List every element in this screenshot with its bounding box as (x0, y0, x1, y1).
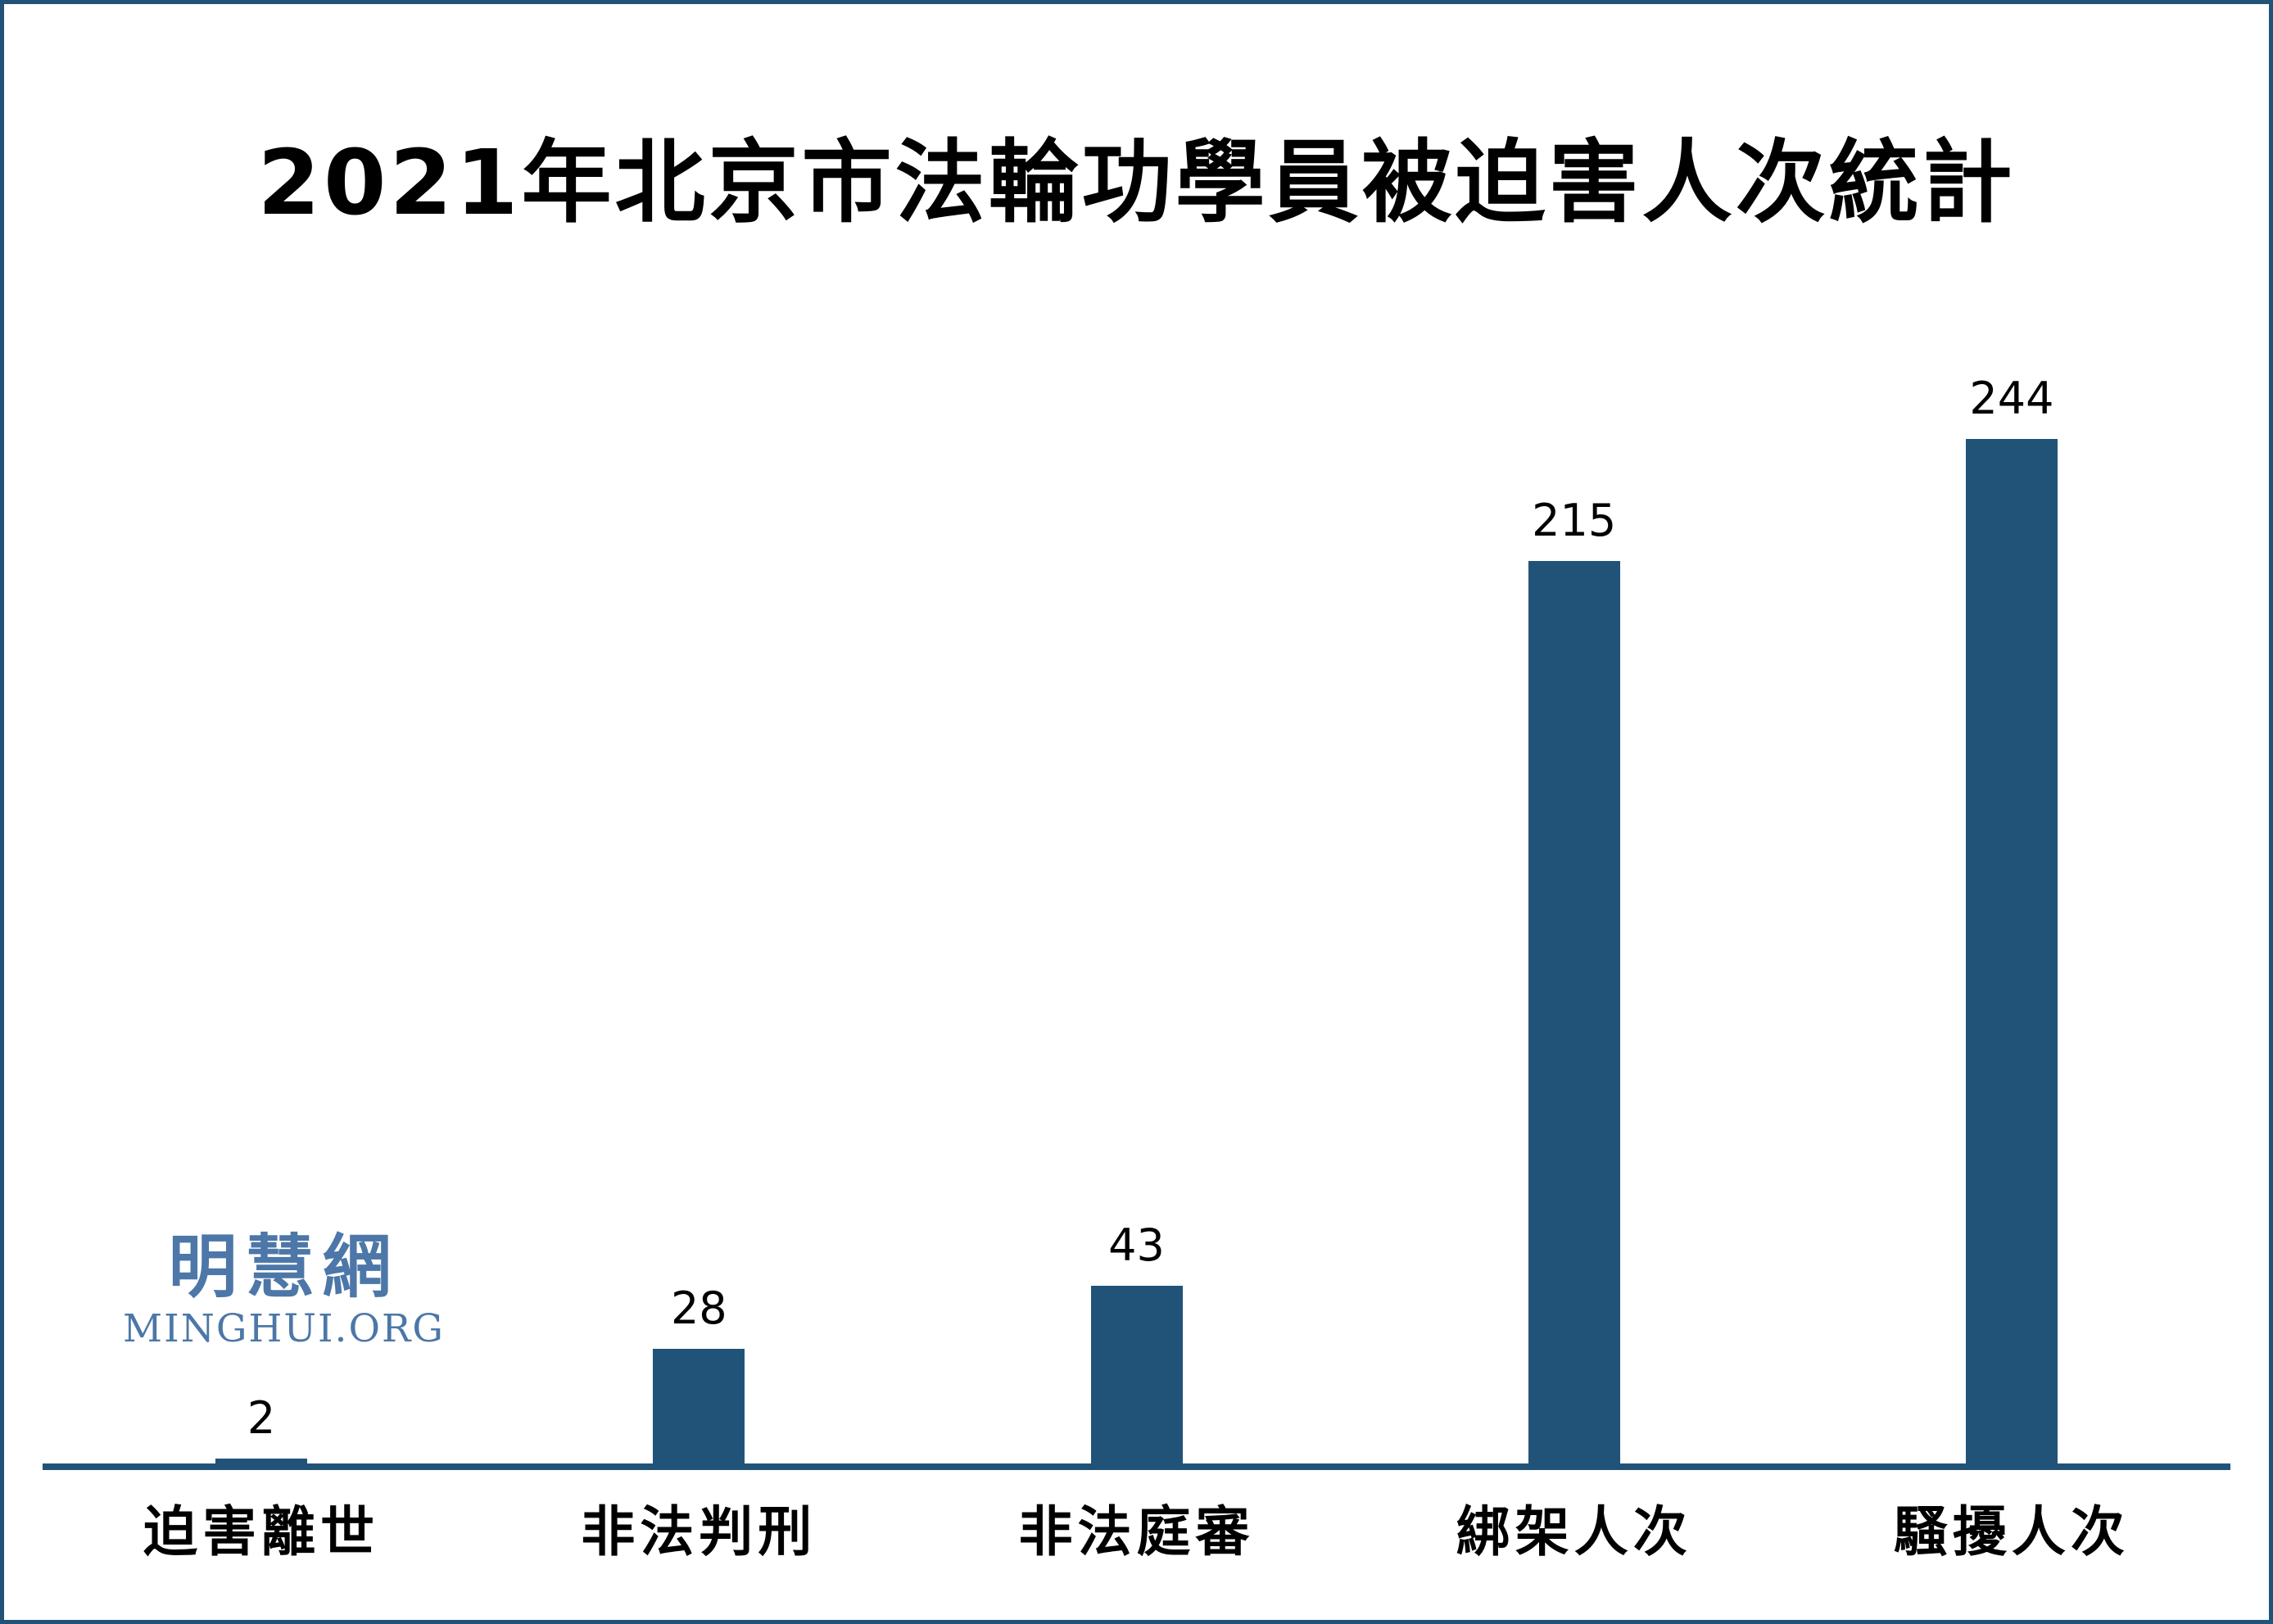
bar-value-label: 215 (1532, 495, 1617, 547)
category-label: 騷擾人次 (1893, 1500, 2130, 1563)
category-labels: 迫害離世 非法判刑 非法庭審 綁架人次 騷擾人次 (43, 1505, 2230, 1559)
bar-value-label: 43 (1108, 1219, 1165, 1271)
bar-column: 2 (43, 315, 480, 1467)
bar-騷擾人次 (1965, 439, 2058, 1467)
minghui-logo: 明慧網 MINGHUI.ORG (123, 1233, 445, 1348)
bar-value-label: 2 (247, 1391, 276, 1444)
bar-column: 43 (917, 315, 1355, 1467)
chart-title: 2021年北京市法輪功學員被迫害人次統計 (257, 130, 2016, 235)
plot-area: 2 28 43 215 244 (43, 315, 2230, 1467)
bar-迫害離世 (215, 1458, 308, 1467)
category-label: 非法庭審 (1018, 1500, 1255, 1563)
minghui-logo-latin-text: MINGHUI.ORG (123, 1306, 445, 1351)
category-label: 迫害離世 (143, 1500, 380, 1563)
bar-value-label: 244 (1969, 373, 2054, 424)
x-axis-line (43, 1463, 2230, 1470)
bar-非法判刑 (653, 1348, 745, 1467)
bar-value-label: 28 (670, 1282, 727, 1334)
bar-綁架人次 (1528, 561, 1620, 1467)
bar-column: 28 (480, 315, 917, 1467)
bar-非法庭審 (1090, 1285, 1183, 1467)
category-label: 綁架人次 (1456, 1500, 1692, 1563)
bar-column: 244 (1793, 315, 2230, 1467)
category-label: 非法判刑 (581, 1500, 817, 1563)
minghui-logo-cjk-text: 明慧網 (168, 1227, 400, 1307)
bar-column: 215 (1356, 315, 1793, 1467)
